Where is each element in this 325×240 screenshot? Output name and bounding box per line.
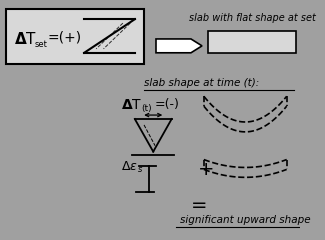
FancyBboxPatch shape xyxy=(208,31,296,53)
Text: (t): (t) xyxy=(141,104,152,113)
Text: =(-): =(-) xyxy=(154,98,179,111)
Text: =(+): =(+) xyxy=(47,31,82,45)
Text: significant upward shape: significant upward shape xyxy=(180,215,311,225)
Text: $\Delta\varepsilon$: $\Delta\varepsilon$ xyxy=(121,160,138,173)
FancyBboxPatch shape xyxy=(6,9,144,64)
Text: $\mathbf{\Delta}$T: $\mathbf{\Delta}$T xyxy=(121,98,142,112)
Text: slab with flat shape at set: slab with flat shape at set xyxy=(189,13,316,23)
Text: $\mathbf{\Delta}$T: $\mathbf{\Delta}$T xyxy=(14,31,37,47)
Text: s: s xyxy=(137,165,142,174)
Text: +: + xyxy=(197,160,214,179)
Polygon shape xyxy=(156,39,202,53)
Text: =: = xyxy=(191,197,207,216)
Text: set: set xyxy=(34,40,47,49)
Text: slab shape at time (t):: slab shape at time (t): xyxy=(144,78,259,89)
